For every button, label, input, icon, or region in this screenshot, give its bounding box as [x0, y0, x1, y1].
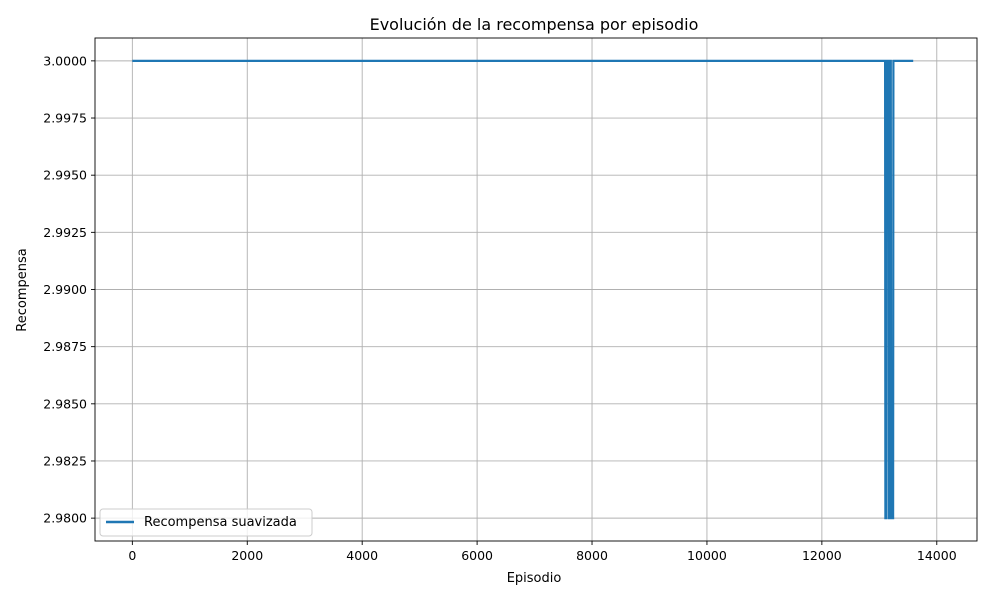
x-axis-label: Episodio — [507, 571, 562, 586]
x-tick-label: 10000 — [687, 548, 727, 563]
series-layer — [132, 59, 914, 520]
y-tick-label: 2.9950 — [43, 168, 87, 183]
y-tick-label: 3.0000 — [43, 53, 87, 68]
chart-title: Evolución de la recompensa por episodio — [370, 15, 699, 34]
legend: Recompensa suavizada — [99, 508, 313, 537]
y-tick-label: 2.9900 — [43, 282, 87, 297]
y-axis-ticks: 2.9800 2.9825 2.9850 2.9875 2.9900 2.9925 2.99… — [43, 53, 95, 526]
x-tick-label: 0 — [128, 548, 136, 563]
series-line — [132, 59, 914, 520]
x-axis-ticks: 0 2000 4000 6000 8000 10000 12000 14000 — [128, 541, 957, 563]
grid — [95, 38, 977, 541]
y-axis-label: Recompensa — [15, 248, 30, 331]
x-tick-label: 12000 — [802, 548, 842, 563]
x-tick-label: 14000 — [917, 548, 957, 563]
y-tick-label: 2.9875 — [43, 339, 87, 354]
legend-label: Recompensa suavizada — [144, 515, 297, 530]
y-tick-label: 2.9800 — [43, 511, 87, 526]
x-tick-label: 8000 — [576, 548, 608, 563]
y-tick-label: 2.9975 — [43, 111, 87, 126]
legend-box — [99, 508, 313, 537]
x-tick-label: 2000 — [231, 548, 263, 563]
x-tick-label: 4000 — [346, 548, 378, 563]
y-tick-label: 2.9925 — [43, 225, 87, 240]
y-tick-label: 2.9850 — [43, 396, 87, 411]
y-tick-label: 2.9825 — [43, 453, 87, 468]
x-tick-label: 6000 — [461, 548, 493, 563]
